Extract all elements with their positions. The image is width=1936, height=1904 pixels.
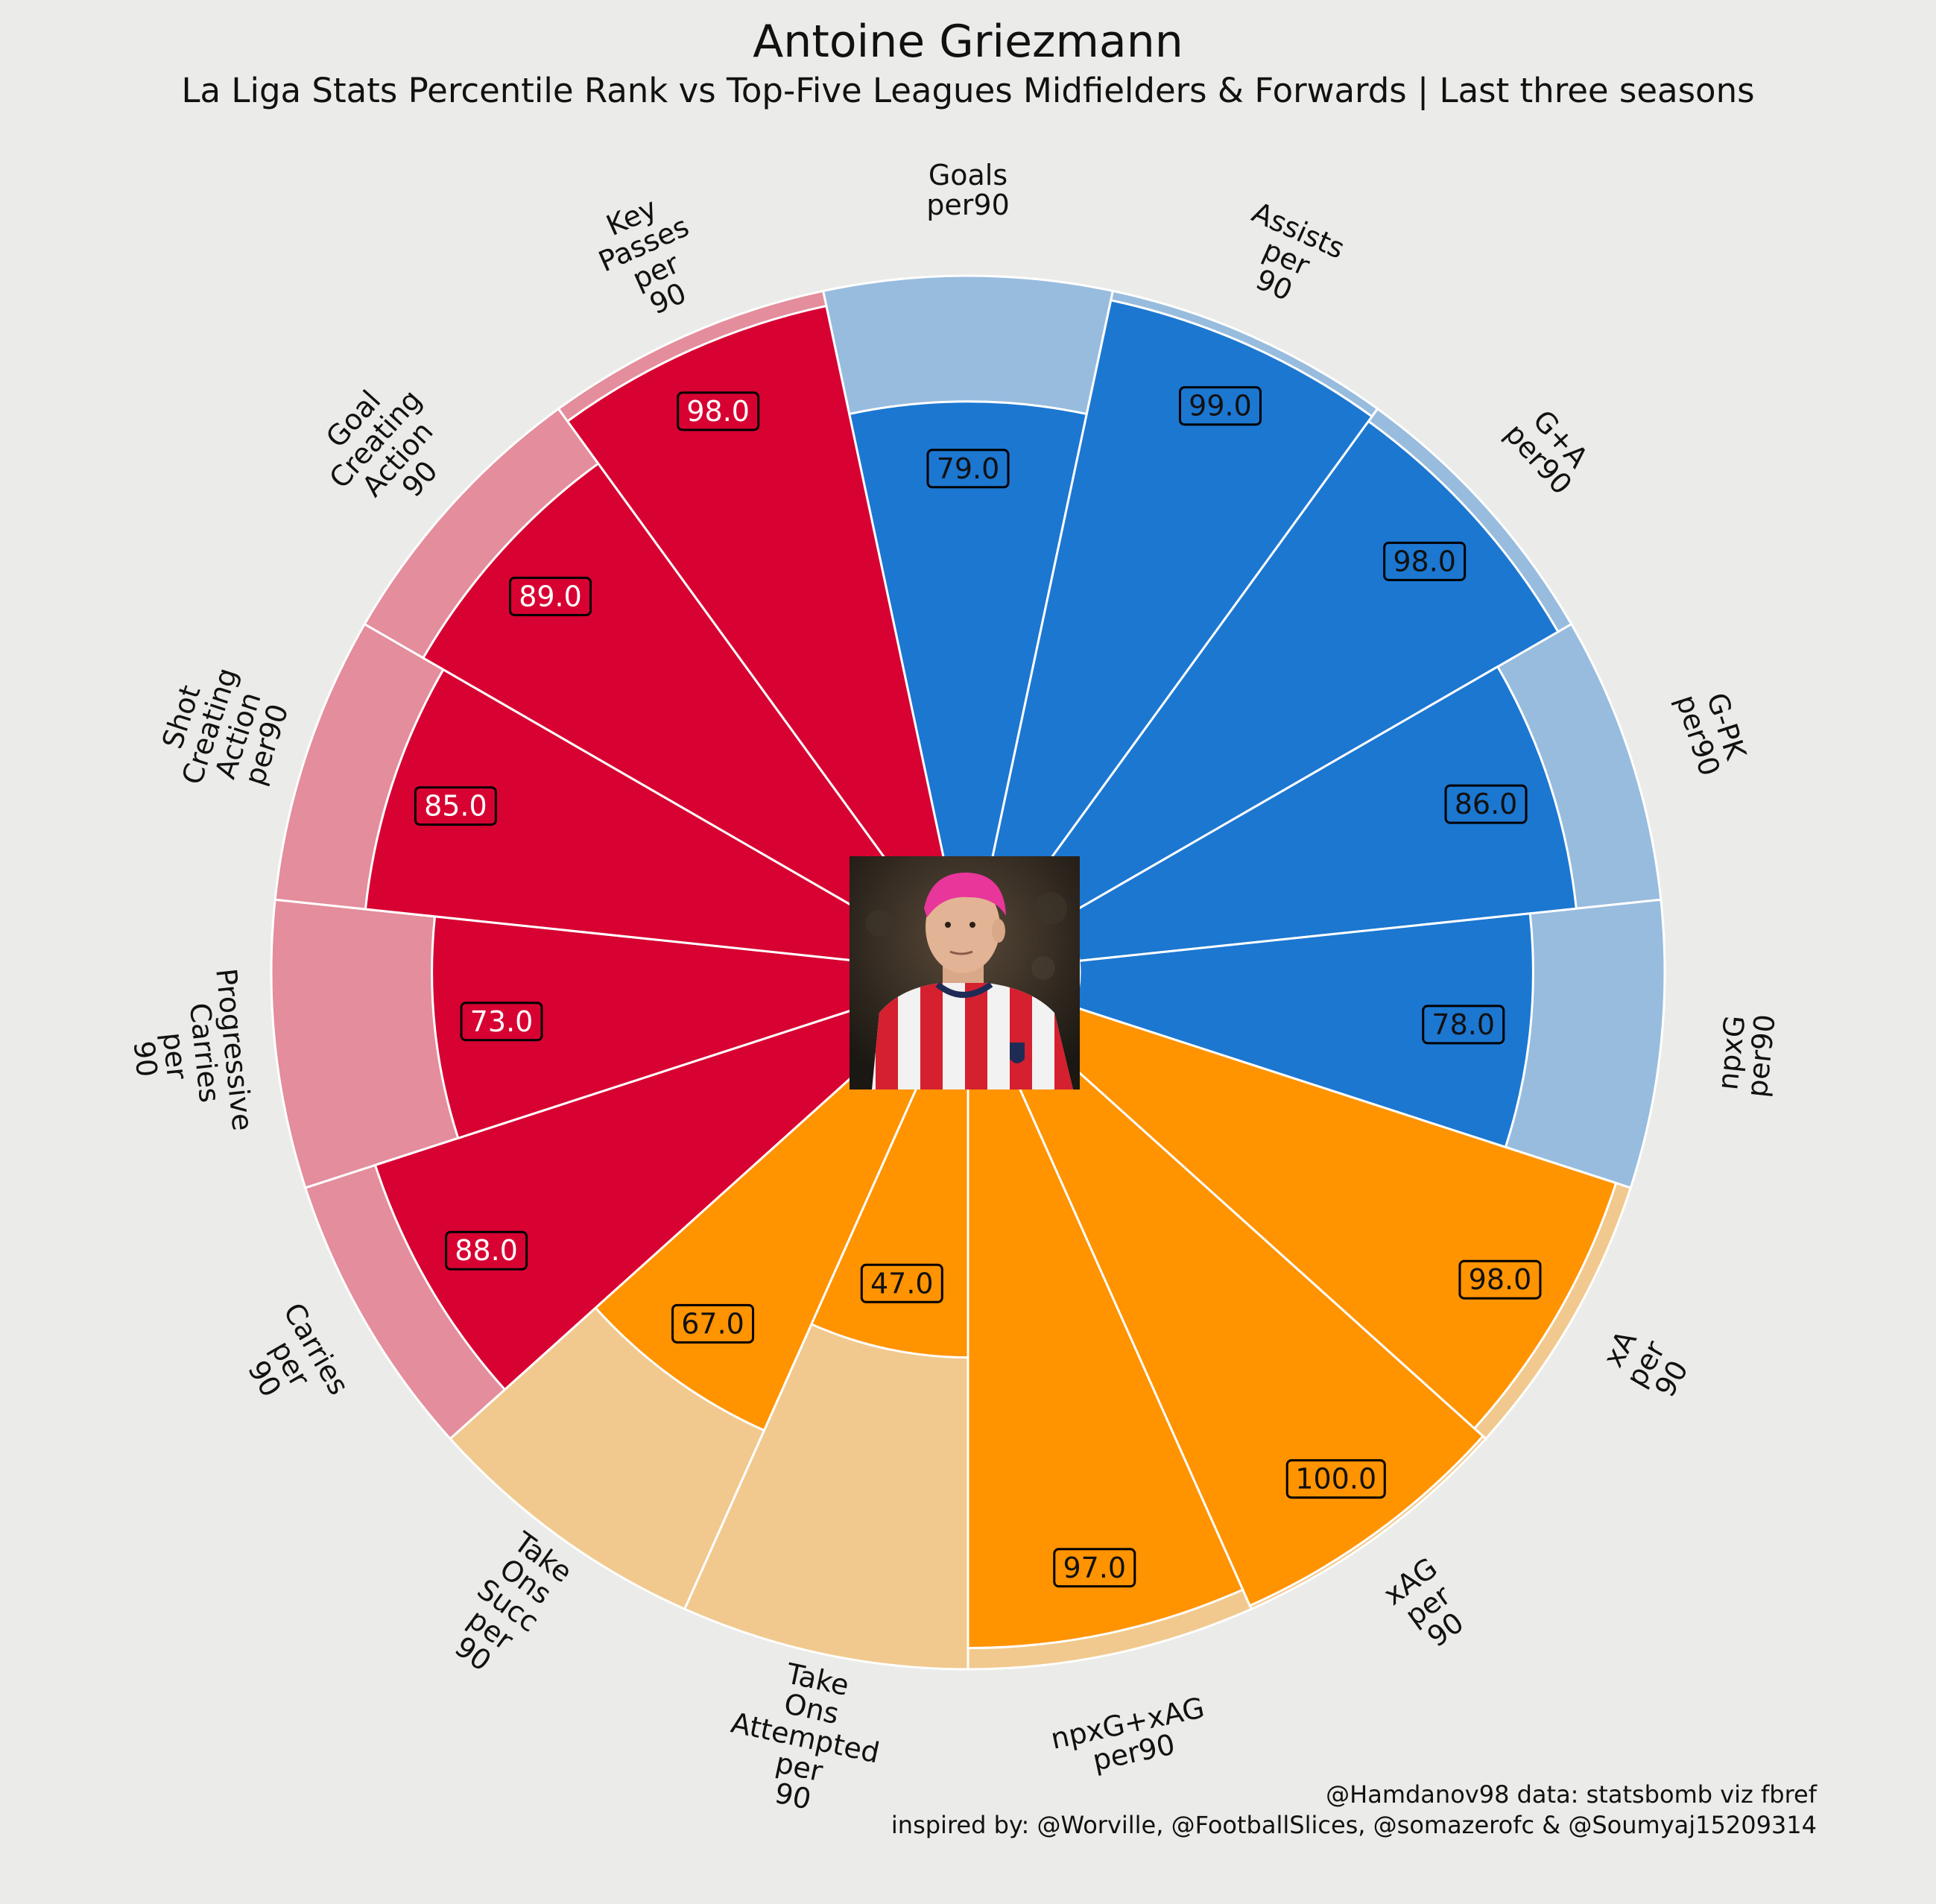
credits-line-2: inspired by: @Worville, @FootballSlices,… [891, 1811, 1817, 1839]
category-label-take-ons-attempted-per-90: TakeOnsAttemptedper90 [716, 1648, 895, 1828]
value-label-box [1053, 1548, 1136, 1588]
player-photo [850, 856, 1080, 1089]
value-label-text: 85.0 [424, 790, 487, 823]
title-block: Antoine Griezmann La Liga Stats Percenti… [0, 15, 1936, 112]
value-label-take-ons-attempted-per-90: 47.0 [860, 1263, 943, 1303]
credits-line-1: @Hamdanov98 data: statsbomb viz fbref [1326, 1780, 1817, 1809]
value-label-box [677, 391, 760, 431]
value-label-box [1285, 1459, 1386, 1499]
value-label-box [460, 1002, 543, 1042]
value-label-text: 67.0 [681, 1307, 744, 1340]
value-label-text: 88.0 [455, 1234, 518, 1267]
chart-subtitle: La Liga Stats Percentile Rank vs Top-Fiv… [181, 71, 1755, 110]
category-label-npxg-per90: npxGper90 [1711, 1010, 1782, 1099]
value-label-npxg-per90: 78.0 [1422, 1005, 1505, 1045]
value-label-carries-per-90: 88.0 [445, 1230, 528, 1271]
value-label-text: 78.0 [1432, 1008, 1495, 1041]
value-label-npxg-xag-per90: 97.0 [1053, 1548, 1136, 1588]
category-label-g-pk-per90: G-PKper90 [1669, 682, 1754, 780]
category-label-key-passes-per-90: KeyPassesper90 [581, 183, 718, 333]
value-labels: 79.0 99.0 98.0 86.0 78.0 98.0 100.0 97.0 47.0 67.… [414, 386, 1542, 1588]
value-label-text: 47.0 [870, 1267, 934, 1300]
chart-title: Antoine Griezmann [753, 16, 1183, 68]
value-label-box [926, 449, 1010, 489]
value-label-text: 97.0 [1063, 1552, 1126, 1584]
value-label-box [414, 786, 497, 826]
value-label-goal-creating-action-90: 89.0 [509, 576, 592, 616]
category-label-shot-creating-action-per90: ShotCreatingActionper90 [147, 654, 300, 806]
value-label-assists-per-90: 99.0 [1178, 386, 1262, 426]
value-label-box [1422, 1005, 1505, 1045]
value-label-text: 79.0 [937, 452, 1000, 485]
value-label-text: 86.0 [1455, 788, 1518, 820]
value-label-xag-per-90: 100.0 [1285, 1459, 1386, 1499]
value-label-progressive-carries-per-90: 73.0 [460, 1002, 543, 1042]
value-label-xa-per-90: 98.0 [1458, 1259, 1542, 1300]
value-label-box [860, 1263, 943, 1303]
value-label-box [1458, 1259, 1542, 1300]
value-label-box [1444, 784, 1528, 824]
category-label-goals-per90: Goals per90 [926, 159, 1009, 221]
category-label-xag-per-90: xAGper90 [1377, 1552, 1478, 1660]
value-label-goals-per90: 79.0 [926, 449, 1010, 489]
category-label-goal-creating-action-90: GoalCreatingAction90 [301, 363, 472, 534]
value-label-box [1178, 386, 1262, 426]
category-label-npxg-xag-per90: npxG+xAGper90 [1048, 1691, 1213, 1785]
value-label-box [445, 1230, 528, 1271]
category-label-assists-per-90: Assistsper90 [1223, 196, 1350, 320]
value-label-box [509, 576, 592, 616]
credits: @Hamdanov98 data: statsbomb viz fbref in… [891, 1780, 1817, 1841]
value-label-text: 98.0 [686, 395, 750, 428]
value-label-text: 98.0 [1393, 545, 1456, 578]
category-label-take-ons-succ-per-90: TakeOnsSuccper90 [436, 1524, 580, 1686]
value-slices [364, 299, 1618, 1650]
value-label-text: 99.0 [1189, 390, 1252, 423]
category-label-xa-per-90: xAper90 [1594, 1320, 1698, 1407]
category-labels: Goals per90 Assistsper90 G+Aper90 G-PKper90 n… [121, 159, 1782, 1828]
category-label-carries-per-90: Carriesper90 [225, 1297, 355, 1430]
value-label-text: 100.0 [1295, 1463, 1376, 1496]
value-label-box [1383, 541, 1467, 581]
category-label-g-a-per90: G+Aper90 [1499, 397, 1601, 501]
value-label-text: 73.0 [470, 1005, 534, 1038]
value-label-take-ons-succ-per-90: 67.0 [671, 1303, 755, 1344]
value-label-g-pk-per90: 86.0 [1444, 784, 1528, 824]
value-label-shot-creating-action-per90: 85.0 [414, 786, 497, 826]
category-label-progressive-carries-per-90: ProgressiveCarriesper90 [121, 967, 259, 1142]
value-label-text: 98.0 [1469, 1263, 1532, 1296]
value-label-box [671, 1303, 755, 1344]
value-label-key-passes-per-90: 98.0 [677, 391, 760, 431]
value-label-text: 89.0 [519, 580, 582, 613]
value-label-g-a-per90: 98.0 [1383, 541, 1467, 581]
